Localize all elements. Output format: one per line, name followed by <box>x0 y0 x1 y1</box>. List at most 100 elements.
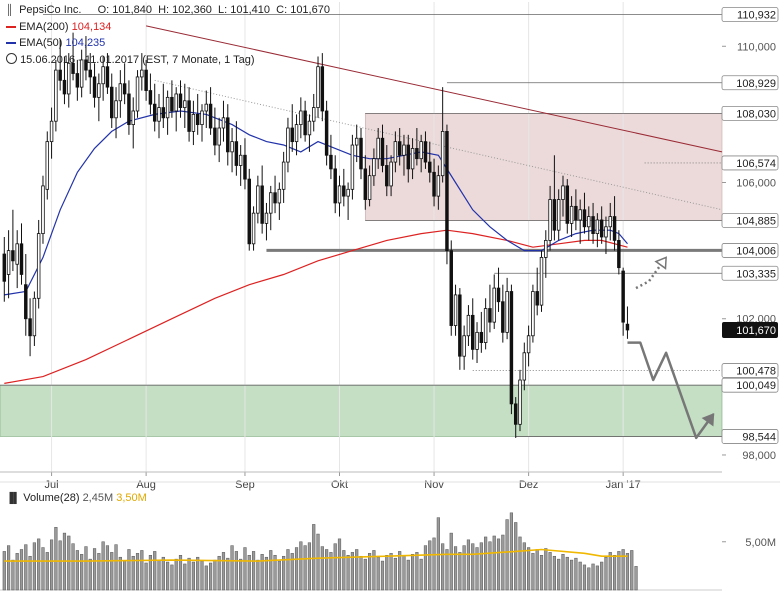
candle-body <box>307 120 312 136</box>
candle-body <box>617 240 621 269</box>
candle <box>324 100 329 166</box>
candle <box>367 165 372 207</box>
level-label-box <box>721 265 779 281</box>
volume-bar <box>355 549 359 591</box>
ema200-value: 104,134 <box>71 21 112 33</box>
volume-avg: 3,50M <box>116 492 147 504</box>
volume-bar <box>574 557 578 591</box>
volume-value: 2,45M <box>82 492 114 504</box>
candle-body <box>299 110 303 126</box>
volume-bar <box>269 550 273 591</box>
candle-body <box>479 331 484 343</box>
candle <box>548 185 552 251</box>
volume-bar <box>432 537 436 591</box>
volume-bar <box>92 548 97 591</box>
candle <box>526 325 531 367</box>
volume-bar <box>290 553 294 591</box>
candle-body <box>462 335 466 357</box>
candle-body <box>466 314 471 337</box>
candle <box>49 107 54 159</box>
candle-body <box>28 318 32 337</box>
candle-body <box>277 188 282 204</box>
candle-body <box>75 73 80 88</box>
volume-bar <box>462 545 466 591</box>
candle-body <box>260 185 264 224</box>
volume-bar <box>200 560 204 591</box>
volume-bar <box>415 552 419 591</box>
volume-bar <box>32 542 36 591</box>
volume-bar <box>393 557 397 591</box>
candle-body <box>354 137 359 146</box>
candle <box>612 196 617 251</box>
candle <box>423 131 428 169</box>
volume-bar <box>88 558 92 591</box>
candle-body <box>578 209 582 221</box>
candle <box>148 73 153 115</box>
candle <box>354 124 359 163</box>
volume-bar <box>114 544 118 591</box>
candle <box>226 104 230 166</box>
volume-bar <box>410 554 415 591</box>
volume-bar <box>423 545 428 591</box>
volume-bar <box>479 542 483 591</box>
bounce-scenario-arrowhead <box>654 256 667 270</box>
volume-bar <box>531 553 535 591</box>
volume-bar <box>578 561 582 591</box>
candle <box>221 100 226 142</box>
candle <box>101 56 105 101</box>
volume-bar <box>402 555 406 591</box>
candle <box>337 175 342 217</box>
candle <box>88 53 92 94</box>
volume-bar <box>45 552 49 591</box>
volume-bar <box>153 551 157 591</box>
volume-tick-label: 5,00M <box>745 537 776 549</box>
bars-icon: ║ <box>6 5 14 16</box>
candle-body <box>174 93 178 112</box>
candle <box>496 267 501 312</box>
candle <box>36 219 41 309</box>
candle-body <box>200 110 204 126</box>
ema50-value: 104,235 <box>65 37 106 49</box>
volume-bar <box>604 556 608 591</box>
candle <box>294 114 299 156</box>
candle-body <box>204 103 209 112</box>
level-label-box <box>721 377 779 393</box>
candle <box>372 148 376 186</box>
candle-body <box>221 117 226 129</box>
volume-bar <box>337 538 342 591</box>
volume-bar <box>389 553 393 591</box>
candle <box>556 189 561 241</box>
candle-body <box>79 59 84 88</box>
volume-bar <box>110 552 114 591</box>
candle-body <box>591 216 595 234</box>
volume-bar <box>148 555 152 591</box>
candle <box>475 322 479 364</box>
legend-ema200: EMA(200) 104,134 <box>6 21 111 33</box>
level-label-box <box>721 213 779 228</box>
candle <box>45 131 50 200</box>
volume-bar <box>552 555 556 591</box>
level-label-box <box>721 7 779 22</box>
volume-bar <box>312 524 316 591</box>
candle <box>269 185 273 231</box>
candle-body <box>195 113 200 126</box>
candle-body <box>501 301 505 333</box>
ema200-line <box>4 229 628 384</box>
candle-body <box>406 144 411 170</box>
candle <box>256 175 260 224</box>
volume-bar <box>561 554 565 591</box>
symbol-title: PepsiCo Inc. <box>19 4 82 16</box>
volume-bar <box>544 548 548 591</box>
x-tick-label: Aug <box>136 479 156 491</box>
volume-bar <box>466 539 471 591</box>
candle-body <box>157 107 161 122</box>
candle <box>170 80 174 118</box>
candle-body <box>19 243 24 275</box>
volume-bar <box>24 544 28 591</box>
volume-bar <box>625 553 630 591</box>
volume-bar <box>514 522 518 591</box>
candle <box>479 311 484 353</box>
candle-body <box>15 243 19 265</box>
volume-bar <box>591 563 595 591</box>
y-tick-label: 110,000 <box>737 41 776 53</box>
